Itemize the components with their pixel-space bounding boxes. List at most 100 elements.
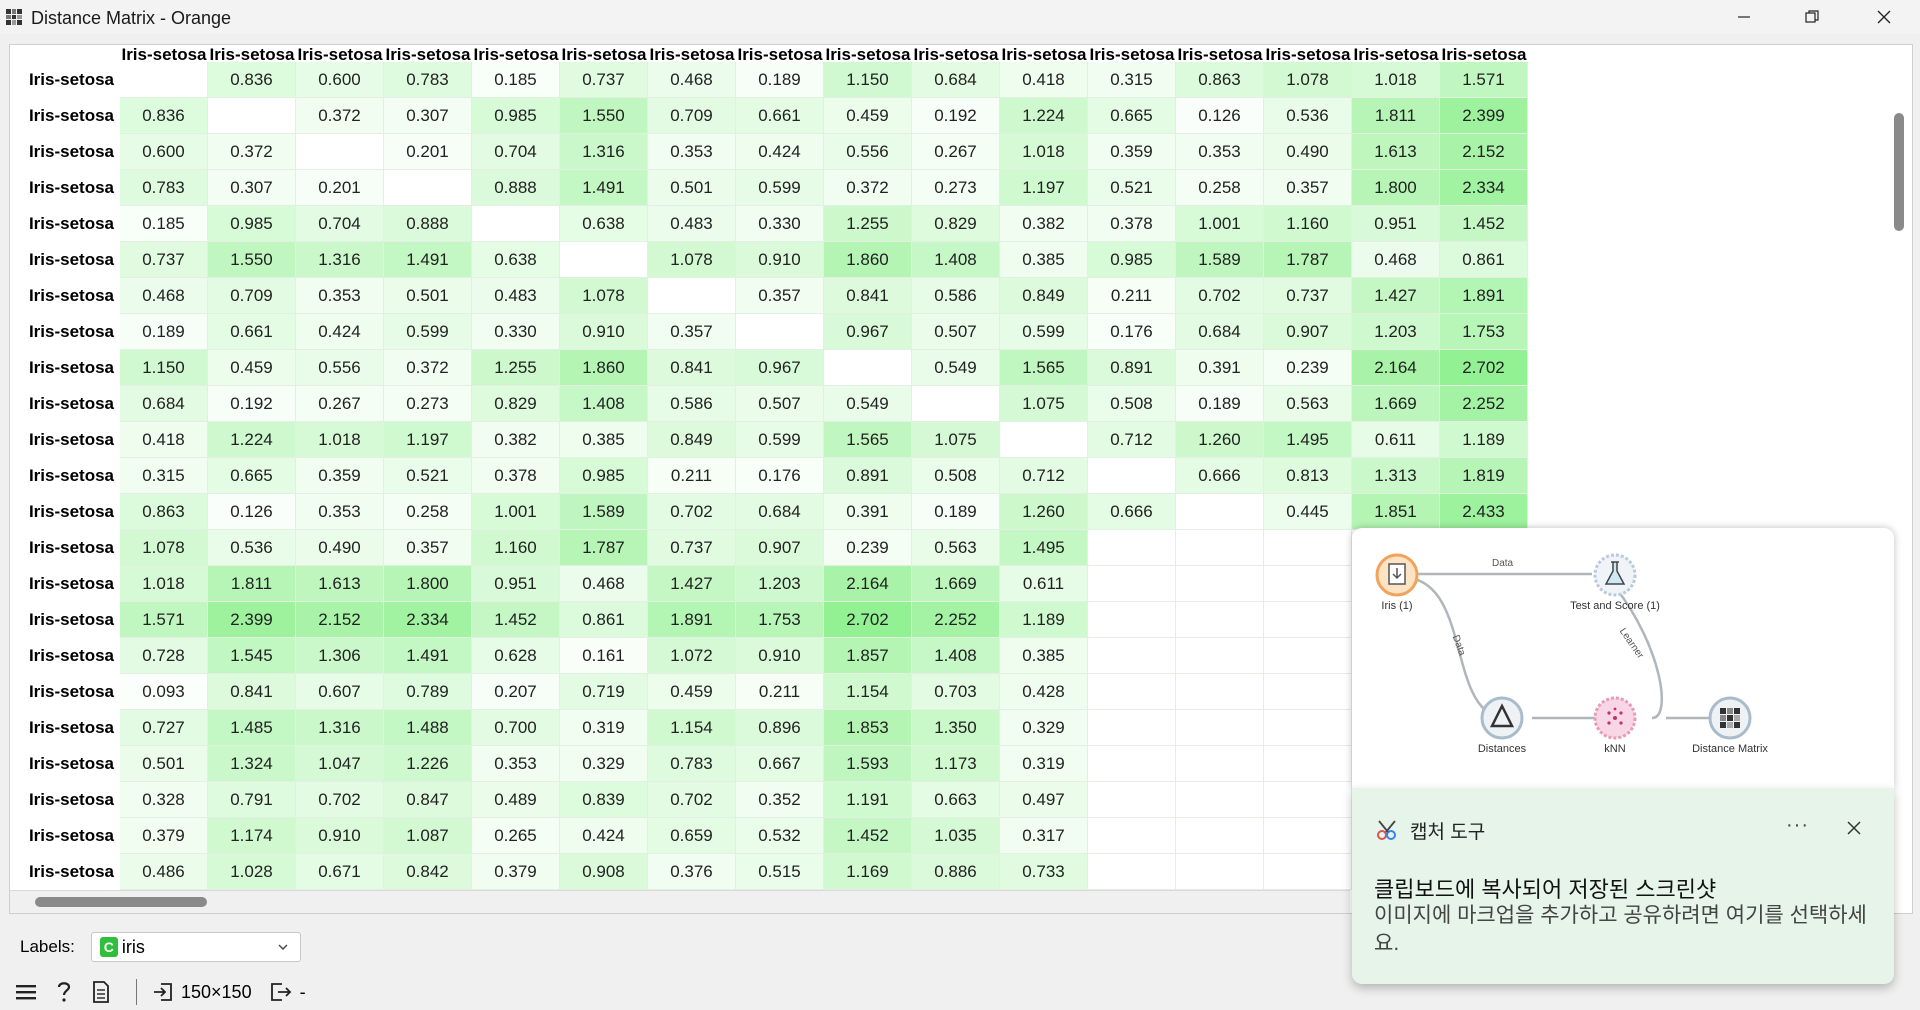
matrix-cell[interactable]: 0.319: [1000, 746, 1088, 782]
matrix-cell[interactable]: 0.712: [1088, 422, 1176, 458]
matrix-cell[interactable]: 1.203: [1352, 314, 1440, 350]
matrix-cell[interactable]: [1264, 854, 1352, 890]
labels-select[interactable]: C iris: [90, 932, 301, 962]
matrix-cell[interactable]: 0.684: [912, 62, 1000, 98]
matrix-cell[interactable]: 1.203: [736, 566, 824, 602]
matrix-cell[interactable]: 0.483: [648, 206, 736, 242]
horizontal-scrollbar[interactable]: [10, 890, 1350, 913]
matrix-cell[interactable]: 0.842: [384, 854, 472, 890]
matrix-cell[interactable]: 2.334: [1440, 170, 1528, 206]
matrix-cell[interactable]: 0.733: [1000, 854, 1088, 890]
row-header[interactable]: Iris-setosa: [28, 466, 114, 485]
matrix-cell[interactable]: 0.556: [296, 350, 384, 386]
matrix-cell[interactable]: 2.702: [824, 602, 912, 638]
matrix-cell[interactable]: 0.267: [296, 386, 384, 422]
matrix-cell[interactable]: [1264, 710, 1352, 746]
matrix-cell[interactable]: 0.599: [736, 422, 824, 458]
matrix-cell[interactable]: 0.661: [736, 98, 824, 134]
row-header[interactable]: Iris-setosa: [28, 646, 114, 665]
row-header[interactable]: Iris-setosa: [28, 394, 114, 413]
matrix-cell[interactable]: 0.353: [1176, 134, 1264, 170]
matrix-cell[interactable]: 0.665: [1088, 98, 1176, 134]
column-header[interactable]: Iris-setosa: [825, 45, 911, 64]
matrix-cell[interactable]: 0.501: [648, 170, 736, 206]
matrix-cell[interactable]: 0.359: [1088, 134, 1176, 170]
matrix-cell[interactable]: 1.811: [1352, 98, 1440, 134]
matrix-cell[interactable]: 0.536: [208, 530, 296, 566]
matrix-cell[interactable]: 1.593: [824, 746, 912, 782]
matrix-cell[interactable]: 1.255: [472, 350, 560, 386]
matrix-cell[interactable]: 0.329: [560, 746, 648, 782]
matrix-cell[interactable]: 0.489: [472, 782, 560, 818]
matrix-cell[interactable]: 0.849: [648, 422, 736, 458]
matrix-cell[interactable]: 1.189: [1440, 422, 1528, 458]
column-header[interactable]: Iris-setosa: [385, 45, 471, 64]
matrix-cell[interactable]: 0.372: [296, 98, 384, 134]
matrix-cell[interactable]: 0.728: [120, 638, 208, 674]
matrix-cell[interactable]: 1.075: [1000, 386, 1088, 422]
matrix-cell[interactable]: 1.891: [1440, 278, 1528, 314]
matrix-cell[interactable]: 0.185: [472, 62, 560, 98]
matrix-cell[interactable]: 0.829: [912, 206, 1000, 242]
matrix-cell[interactable]: 1.408: [912, 638, 1000, 674]
matrix-cell[interactable]: 1.669: [912, 566, 1000, 602]
matrix-cell[interactable]: [120, 62, 208, 98]
matrix-cell[interactable]: 2.164: [1352, 350, 1440, 386]
matrix-cell[interactable]: 2.252: [1440, 386, 1528, 422]
matrix-cell[interactable]: 1.324: [208, 746, 296, 782]
matrix-cell[interactable]: 0.521: [1088, 170, 1176, 206]
matrix-cell[interactable]: 0.468: [120, 278, 208, 314]
matrix-cell[interactable]: [1176, 782, 1264, 818]
column-header[interactable]: Iris-setosa: [1001, 45, 1087, 64]
matrix-cell[interactable]: 1.753: [736, 602, 824, 638]
matrix-cell[interactable]: 2.433: [1440, 494, 1528, 530]
matrix-cell[interactable]: 1.800: [384, 566, 472, 602]
matrix-cell[interactable]: 0.372: [208, 134, 296, 170]
column-header[interactable]: Iris-setosa: [913, 45, 999, 64]
matrix-cell[interactable]: [1088, 458, 1176, 494]
matrix-cell[interactable]: 0.459: [824, 98, 912, 134]
row-header[interactable]: Iris-setosa: [28, 826, 114, 845]
matrix-cell[interactable]: 0.702: [648, 494, 736, 530]
matrix-cell[interactable]: 2.399: [1440, 98, 1528, 134]
matrix-cell[interactable]: 1.571: [1440, 62, 1528, 98]
menu-icon[interactable]: [16, 980, 36, 1004]
matrix-cell[interactable]: 0.907: [1264, 314, 1352, 350]
matrix-cell[interactable]: 1.001: [1176, 206, 1264, 242]
minimize-button[interactable]: [1716, 0, 1772, 34]
matrix-cell[interactable]: [1176, 494, 1264, 530]
matrix-cell[interactable]: 0.357: [648, 314, 736, 350]
matrix-cell[interactable]: 0.382: [1000, 206, 1088, 242]
matrix-cell[interactable]: 1.427: [1352, 278, 1440, 314]
matrix-cell[interactable]: 0.611: [1000, 566, 1088, 602]
row-header[interactable]: Iris-setosa: [28, 574, 114, 593]
matrix-cell[interactable]: 0.521: [384, 458, 472, 494]
matrix-cell[interactable]: [384, 170, 472, 206]
matrix-cell[interactable]: [1088, 602, 1176, 638]
column-header[interactable]: Iris-setosa: [1177, 45, 1263, 64]
matrix-cell[interactable]: 0.267: [912, 134, 1000, 170]
matrix-cell[interactable]: 0.727: [120, 710, 208, 746]
matrix-cell[interactable]: 0.783: [120, 170, 208, 206]
matrix-cell[interactable]: 1.035: [912, 818, 1000, 854]
vertical-scrollbar-thumb[interactable]: [1894, 113, 1904, 231]
matrix-cell[interactable]: 0.378: [1088, 206, 1176, 242]
matrix-cell[interactable]: 0.684: [736, 494, 824, 530]
matrix-cell[interactable]: 0.661: [208, 314, 296, 350]
matrix-cell[interactable]: 0.330: [736, 206, 824, 242]
matrix-cell[interactable]: 0.385: [1000, 242, 1088, 278]
column-header[interactable]: Iris-setosa: [121, 45, 207, 64]
matrix-cell[interactable]: 0.391: [1176, 350, 1264, 386]
matrix-cell[interactable]: 0.201: [296, 170, 384, 206]
distance-matrix-node-icon[interactable]: [1707, 695, 1753, 741]
matrix-cell[interactable]: 0.201: [384, 134, 472, 170]
matrix-cell[interactable]: 0.192: [208, 386, 296, 422]
row-header[interactable]: Iris-setosa: [28, 538, 114, 557]
matrix-cell[interactable]: 1.047: [296, 746, 384, 782]
matrix-cell[interactable]: 0.382: [472, 422, 560, 458]
matrix-cell[interactable]: 1.488: [384, 710, 472, 746]
matrix-cell[interactable]: 0.379: [120, 818, 208, 854]
matrix-cell[interactable]: 1.260: [1000, 494, 1088, 530]
matrix-cell[interactable]: 0.663: [912, 782, 1000, 818]
row-header[interactable]: Iris-setosa: [28, 718, 114, 737]
